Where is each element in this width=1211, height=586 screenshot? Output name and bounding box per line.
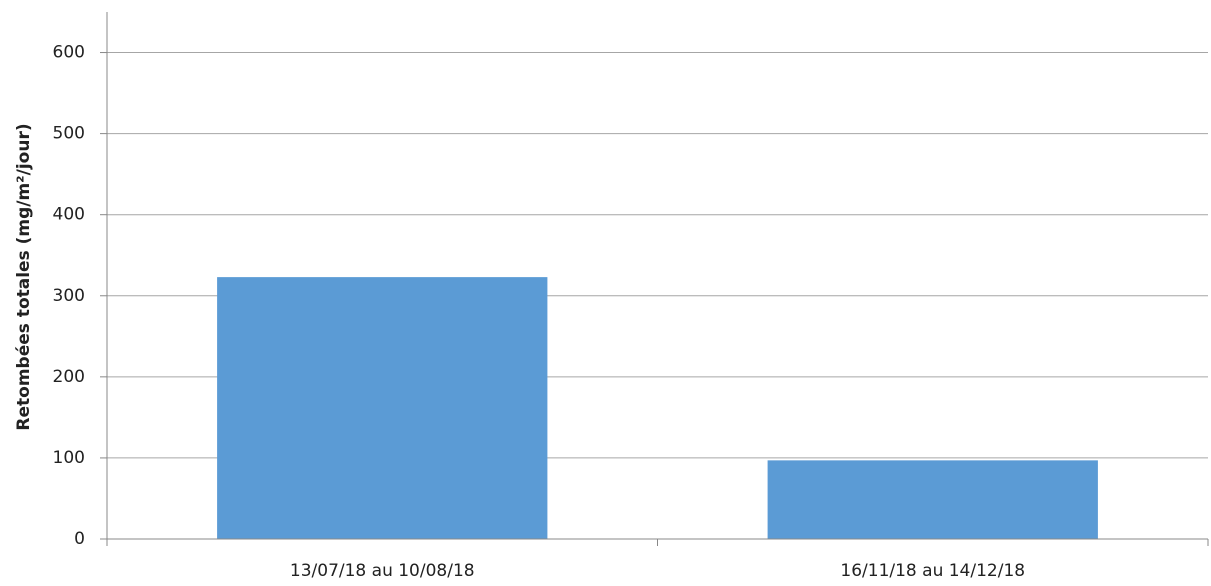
bar	[767, 460, 1098, 539]
y-tick-label: 0	[74, 529, 85, 549]
y-tick-label: 200	[53, 367, 85, 387]
y-tick-label: 100	[53, 448, 85, 468]
y-axis-title: Retombées totales (mg/m²/jour)	[14, 123, 34, 430]
x-tick-label: 13/07/18 au 10/08/18	[290, 561, 475, 581]
y-tick-label: 600	[53, 43, 85, 63]
y-tick-label: 500	[53, 124, 85, 144]
y-tick-label: 300	[53, 286, 85, 306]
x-tick-label: 16/11/18 au 14/12/18	[840, 561, 1025, 581]
bar	[217, 277, 548, 539]
y-tick-label: 400	[53, 205, 85, 225]
